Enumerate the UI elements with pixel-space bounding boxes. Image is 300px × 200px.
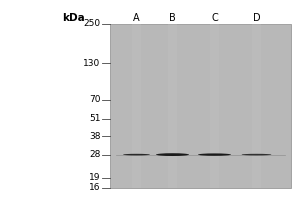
- Text: 16: 16: [89, 184, 100, 192]
- Text: 250: 250: [83, 19, 100, 28]
- Text: D: D: [253, 13, 260, 23]
- Text: C: C: [211, 13, 218, 23]
- Ellipse shape: [123, 154, 150, 155]
- Text: A: A: [133, 13, 140, 23]
- Bar: [252, 24, 261, 188]
- Bar: [110, 24, 291, 188]
- Text: B: B: [169, 13, 176, 23]
- Text: 38: 38: [89, 132, 100, 141]
- Ellipse shape: [198, 153, 231, 156]
- Bar: [168, 24, 177, 188]
- Text: 70: 70: [89, 95, 100, 104]
- Bar: [132, 24, 141, 188]
- Text: 28: 28: [89, 150, 100, 159]
- Text: 51: 51: [89, 114, 100, 123]
- Text: 19: 19: [89, 173, 100, 182]
- Text: 130: 130: [83, 59, 100, 68]
- Bar: [210, 24, 219, 188]
- Ellipse shape: [156, 153, 189, 156]
- Text: kDa: kDa: [62, 13, 85, 23]
- Ellipse shape: [242, 154, 272, 155]
